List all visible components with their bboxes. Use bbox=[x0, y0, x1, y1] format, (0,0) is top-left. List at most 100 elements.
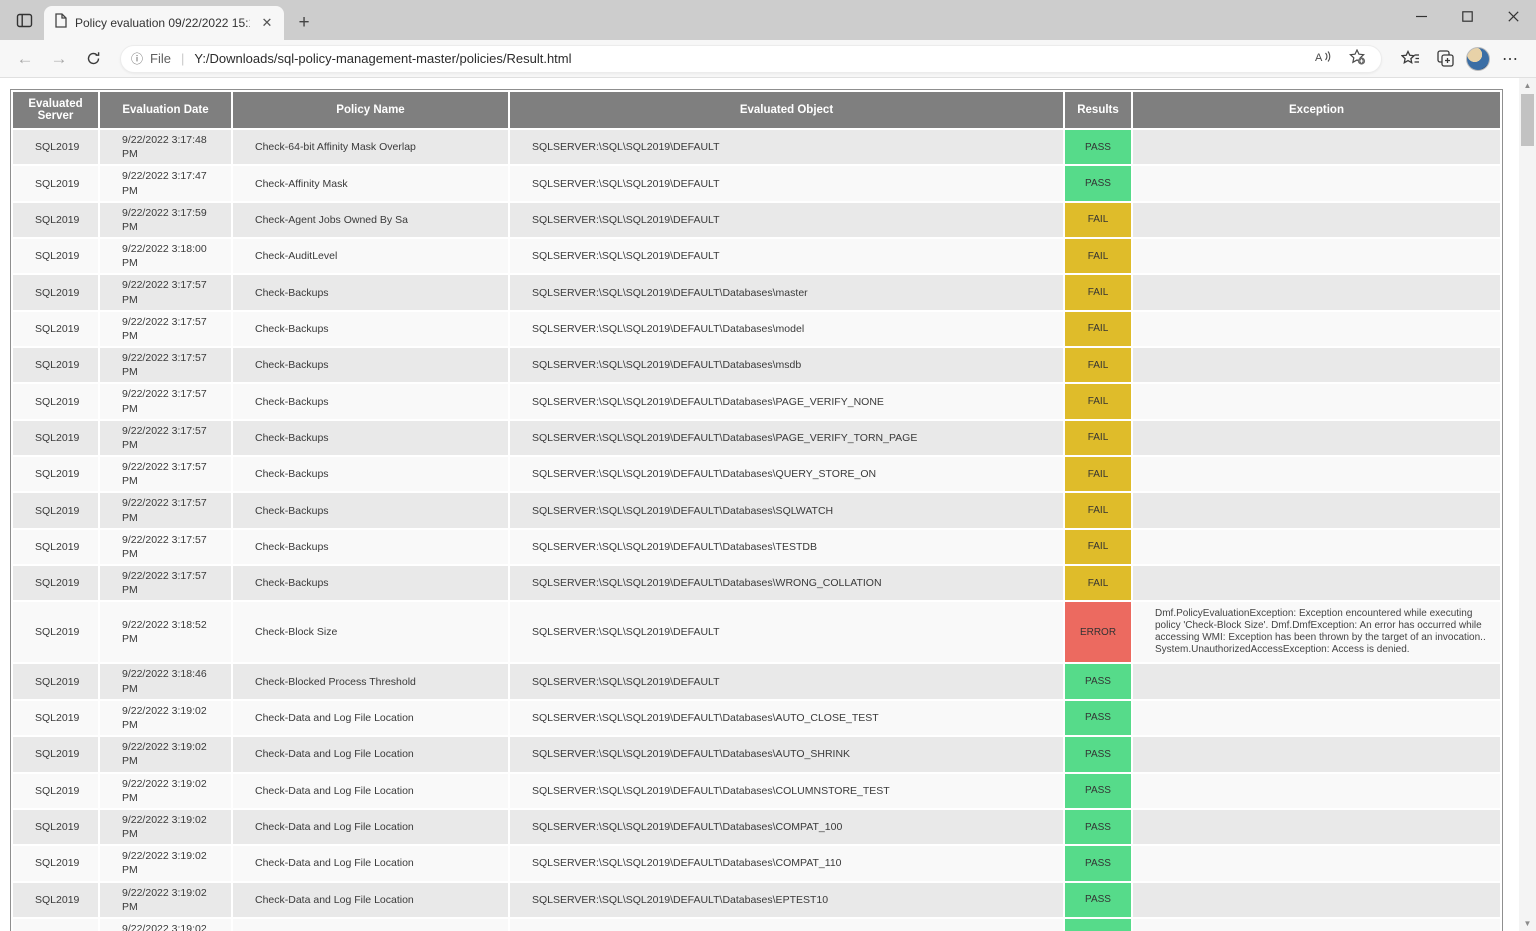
result-badge: PASS bbox=[1065, 773, 1131, 808]
table-row: SQL2019 9/22/2022 3:17:47 PM Check-Affinit… bbox=[13, 166, 1500, 201]
result-badge: PASS bbox=[1065, 882, 1131, 917]
object-cell: SQLSERVER:\SQL\SQL2019\DEFAULT bbox=[510, 202, 1063, 238]
page-info-icon[interactable]: ⓘ bbox=[131, 52, 144, 66]
page-content: Evaluated Server Evaluation Date Policy Na… bbox=[0, 78, 1536, 931]
object-cell: SQLSERVER:\SQL\SQL2019\DEFAULT bbox=[510, 166, 1063, 201]
exception-cell bbox=[1133, 773, 1500, 808]
page-scrollbar[interactable]: ▲ ▼ bbox=[1519, 78, 1536, 931]
result-badge: FAIL bbox=[1065, 202, 1131, 238]
date-cell: 9/22/2022 3:19:02 PM bbox=[100, 882, 231, 917]
result-badge: PASS bbox=[1065, 846, 1131, 881]
exception-cell bbox=[1133, 846, 1500, 881]
result-badge: PASS bbox=[1065, 664, 1131, 699]
more-options-icon[interactable]: ⋯ bbox=[1502, 50, 1518, 68]
server-cell: SQL2019 bbox=[13, 311, 98, 347]
object-cell: SQLSERVER:\SQL\SQL2019\DEFAULT bbox=[510, 130, 1063, 165]
favorites-icon[interactable] bbox=[1394, 44, 1426, 74]
exception-cell bbox=[1133, 529, 1500, 565]
read-aloud-icon[interactable]: A bbox=[1310, 50, 1337, 67]
maximize-button[interactable] bbox=[1444, 0, 1490, 32]
object-cell: SQLSERVER:\SQL\SQL2019\DEFAULT\Databases… bbox=[510, 384, 1063, 419]
exception-cell: Dmf.PolicyEvaluationException: Exception… bbox=[1133, 602, 1500, 663]
refresh-icon[interactable] bbox=[78, 44, 108, 74]
policy-cell: Check-Backups bbox=[233, 566, 508, 601]
svg-text:A: A bbox=[1315, 52, 1323, 64]
policy-cell: Check-Backups bbox=[233, 420, 508, 456]
server-cell: SQL2019 bbox=[13, 700, 98, 736]
table-row: SQL2019 9/22/2022 3:17:48 PM Check-64-bit … bbox=[13, 130, 1500, 165]
server-cell: SQL2019 bbox=[13, 457, 98, 492]
date-cell: 9/22/2022 3:19:02 PM bbox=[100, 700, 231, 736]
object-cell: SQLSERVER:\SQL\SQL2019\DEFAULT\Databases… bbox=[510, 311, 1063, 347]
object-cell: SQLSERVER:\SQL\SQL2019\DEFAULT\Databases… bbox=[510, 566, 1063, 601]
add-favorite-icon[interactable] bbox=[1344, 48, 1371, 68]
column-header: Exception bbox=[1133, 92, 1500, 128]
object-cell: SQLSERVER:\SQL\SQL2019\DEFAULT\Databases… bbox=[510, 737, 1063, 772]
policy-cell: Check-Affinity Mask bbox=[233, 166, 508, 201]
minimize-button[interactable] bbox=[1398, 0, 1444, 32]
collections-icon[interactable] bbox=[1430, 44, 1462, 74]
tab-title: Policy evaluation 09/22/2022 15:17 bbox=[75, 16, 250, 30]
column-header: Evaluated Object bbox=[510, 92, 1063, 128]
object-cell: SQLSERVER:\SQL\SQL2019\DEFAULT bbox=[510, 664, 1063, 699]
result-badge: PASS bbox=[1065, 809, 1131, 845]
result-badge: FAIL bbox=[1065, 348, 1131, 383]
scroll-down-icon[interactable]: ▼ bbox=[1523, 919, 1532, 928]
date-cell: 9/22/2022 3:18:46 PM bbox=[100, 664, 231, 699]
column-header: Evaluation Date bbox=[100, 92, 231, 128]
tab-close-icon[interactable]: ✕ bbox=[261, 15, 273, 30]
table-body: SQL2019 9/22/2022 3:17:48 PM Check-64-bit … bbox=[13, 130, 1500, 931]
exception-cell bbox=[1133, 493, 1500, 528]
table-row: SQL2019 9/22/2022 3:17:59 PM Check-Agent J… bbox=[13, 202, 1500, 238]
new-tab-button[interactable]: + bbox=[298, 12, 310, 33]
date-cell: 9/22/2022 3:17:57 PM bbox=[100, 275, 231, 310]
exception-cell bbox=[1133, 918, 1500, 931]
server-cell: SQL2019 bbox=[13, 166, 98, 201]
exception-cell bbox=[1133, 700, 1500, 736]
policy-cell: Check-Data and Log File Location bbox=[233, 700, 508, 736]
address-url[interactable]: Y:/Downloads/sql-policy-management-maste… bbox=[194, 51, 572, 66]
server-cell: SQL2019 bbox=[13, 773, 98, 808]
result-badge: ERROR bbox=[1065, 602, 1131, 663]
browser-tab[interactable]: Policy evaluation 09/22/2022 15:17 ✕ bbox=[44, 6, 284, 40]
server-cell: SQL2019 bbox=[13, 737, 98, 772]
back-icon[interactable]: ← bbox=[16, 48, 34, 68]
column-header: Results bbox=[1065, 92, 1131, 128]
server-cell: SQL2019 bbox=[13, 420, 98, 456]
profile-avatar[interactable] bbox=[1466, 46, 1490, 71]
object-cell: SQLSERVER:\SQL\SQL2019\DEFAULT\Databases… bbox=[510, 275, 1063, 310]
result-badge: PASS bbox=[1065, 918, 1131, 931]
server-cell: SQL2019 bbox=[13, 275, 98, 310]
server-cell: SQL2019 bbox=[13, 384, 98, 419]
result-badge: FAIL bbox=[1065, 239, 1131, 274]
tab-actions-icon[interactable] bbox=[13, 9, 35, 31]
result-badge: PASS bbox=[1065, 737, 1131, 772]
policy-cell: Check-Data and Log File Location bbox=[233, 846, 508, 881]
policy-cell: Check-Data and Log File Location bbox=[233, 882, 508, 917]
forward-icon[interactable]: → bbox=[50, 48, 68, 68]
page-favicon bbox=[54, 13, 67, 33]
date-cell: 9/22/2022 3:17:57 PM bbox=[100, 566, 231, 601]
result-badge: FAIL bbox=[1065, 384, 1131, 419]
policy-cell: Check-Data and Log File Location bbox=[233, 918, 508, 931]
address-bar[interactable]: ⓘ File | Y:/Downloads/sql-policy-managem… bbox=[120, 44, 1382, 73]
exception-cell bbox=[1133, 384, 1500, 419]
scrollbar-thumb[interactable] bbox=[1521, 94, 1534, 146]
exception-cell bbox=[1133, 202, 1500, 238]
result-badge: PASS bbox=[1065, 130, 1131, 165]
close-button[interactable] bbox=[1490, 0, 1536, 32]
result-badge: FAIL bbox=[1065, 493, 1131, 528]
exception-cell bbox=[1133, 737, 1500, 772]
table-row: SQL2019 9/22/2022 3:18:00 PM Check-AuditLe… bbox=[13, 239, 1500, 274]
scroll-up-icon[interactable]: ▲ bbox=[1523, 81, 1532, 90]
date-cell: 9/22/2022 3:17:47 PM bbox=[100, 166, 231, 201]
table-row: SQL2019 9/22/2022 3:17:57 PM Check-Backups… bbox=[13, 493, 1500, 528]
result-badge: FAIL bbox=[1065, 420, 1131, 456]
address-scheme-label: File bbox=[150, 51, 171, 66]
exception-cell bbox=[1133, 275, 1500, 310]
policy-cell: Check-Backups bbox=[233, 348, 508, 383]
